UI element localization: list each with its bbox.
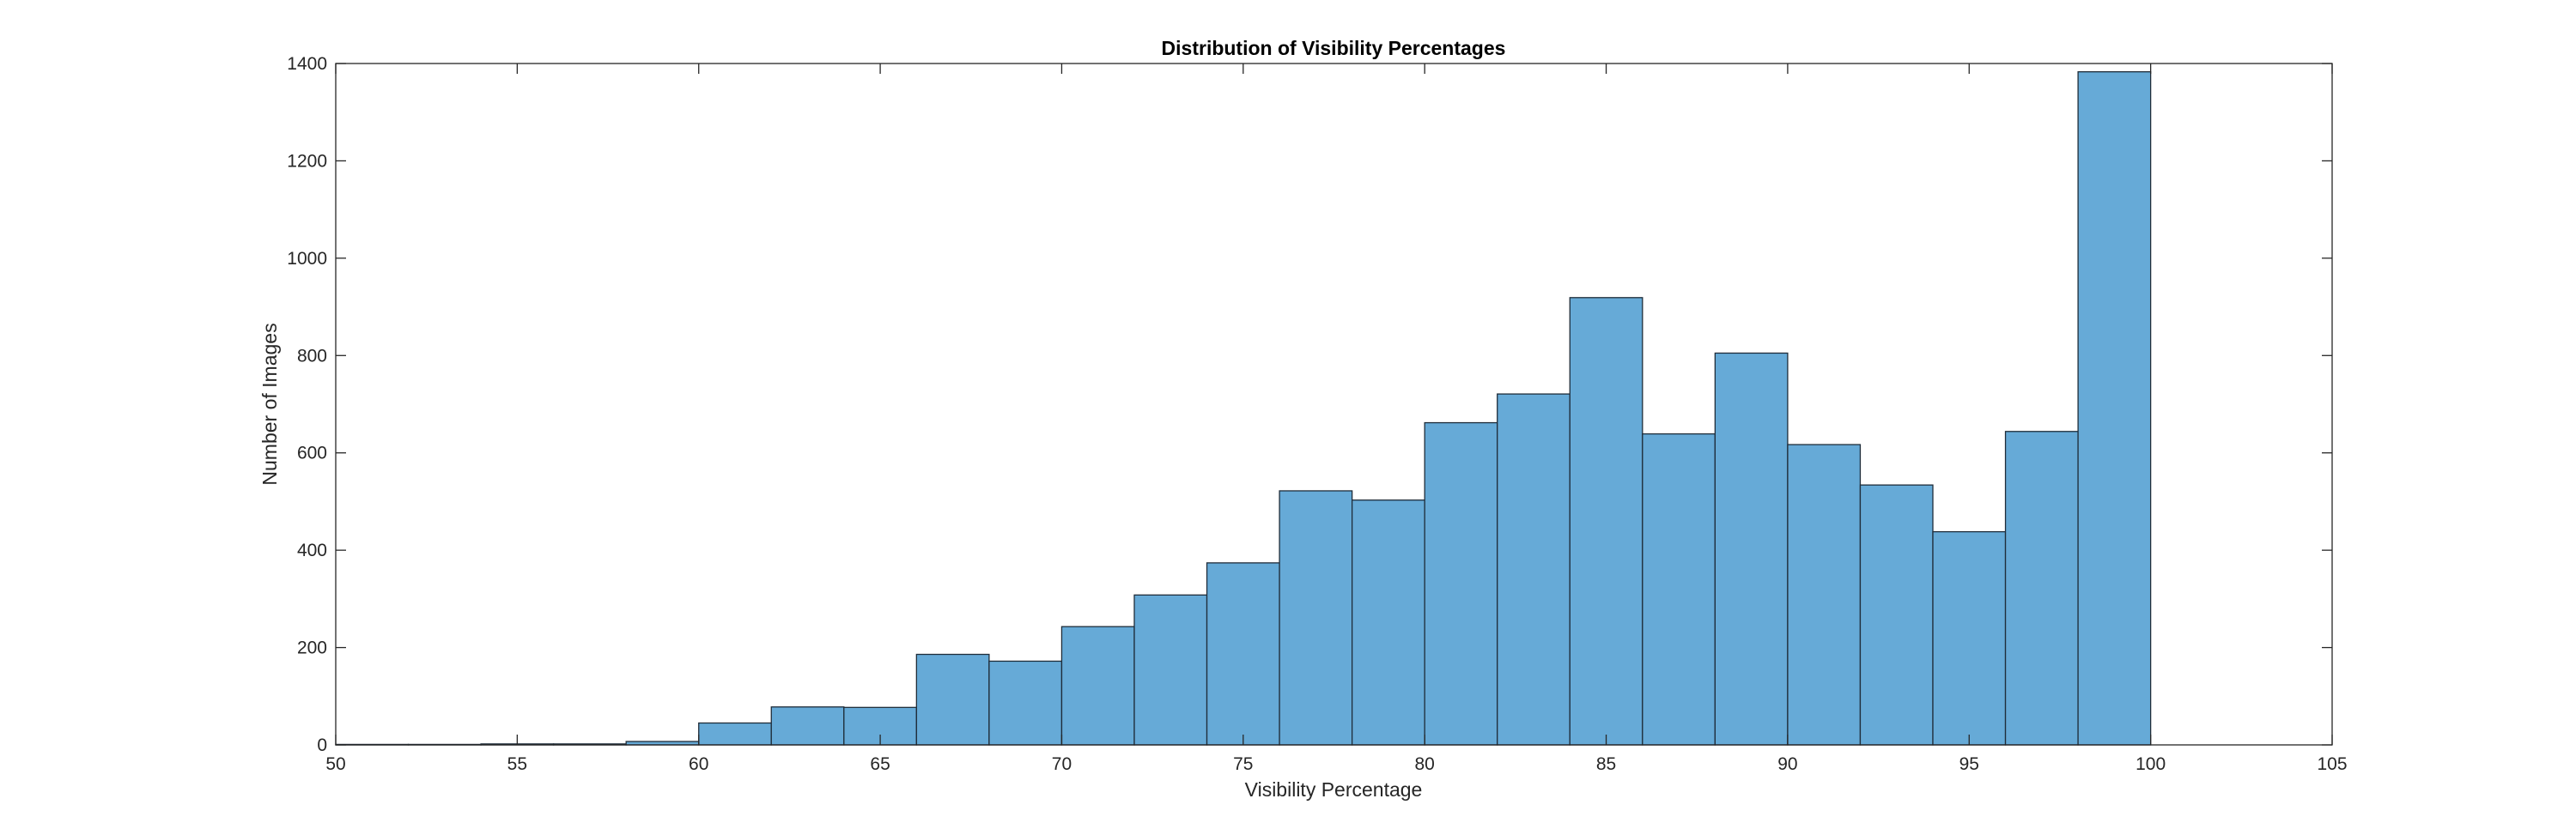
histogram-bar bbox=[1642, 433, 1716, 746]
histogram-bar bbox=[698, 722, 772, 746]
chart-title: Distribution of Visibility Percentages bbox=[1162, 37, 1506, 59]
bars-group bbox=[335, 70, 2152, 746]
x-tick-label: 95 bbox=[1959, 754, 1979, 774]
y-tick-labels: 0 200 400 600 800 1000 1200 1400 bbox=[287, 54, 327, 755]
y-tick-label: 200 bbox=[297, 638, 327, 658]
y-tick-label: 1200 bbox=[287, 151, 327, 171]
histogram-bar bbox=[988, 660, 1063, 746]
y-axis-label: Number of Images bbox=[258, 323, 281, 485]
histogram-bar bbox=[1279, 490, 1353, 746]
x-tick-label: 90 bbox=[1777, 754, 1797, 774]
x-tick-label: 105 bbox=[2317, 754, 2347, 774]
x-tick-label: 70 bbox=[1052, 754, 1072, 774]
y-tick-label: 1000 bbox=[287, 249, 327, 269]
x-axis-label: Visibility Percentage bbox=[1245, 778, 1423, 801]
y-tick-label: 0 bbox=[317, 735, 327, 755]
x-tick-label: 75 bbox=[1233, 754, 1253, 774]
x-tick-label: 65 bbox=[870, 754, 890, 774]
histogram-bar bbox=[1569, 297, 1643, 746]
histogram-bar bbox=[1932, 530, 2007, 746]
histogram-bar bbox=[1714, 352, 1789, 746]
histogram-bar bbox=[1351, 499, 1425, 746]
histogram-bar bbox=[770, 706, 845, 746]
histogram-bar bbox=[1424, 421, 1498, 746]
histogram-bar bbox=[1206, 562, 1280, 746]
x-tick-label: 60 bbox=[689, 754, 708, 774]
histogram-bar bbox=[1060, 626, 1135, 746]
histogram-bar bbox=[1133, 594, 1208, 746]
x-tick-label: 85 bbox=[1596, 754, 1616, 774]
y-tick-label: 1400 bbox=[287, 54, 327, 74]
histogram-bar bbox=[1859, 484, 1934, 746]
histogram-bar bbox=[2077, 70, 2152, 746]
histogram-bar bbox=[2004, 431, 2079, 746]
x-tick-label: 100 bbox=[2136, 754, 2166, 774]
plot-frame bbox=[335, 63, 2333, 746]
histogram-bar bbox=[915, 653, 990, 746]
x-tick-labels: 50 55 60 65 70 75 80 85 90 95 100 105 bbox=[325, 754, 2347, 774]
x-tick-label: 50 bbox=[325, 754, 345, 774]
y-tick-label: 800 bbox=[297, 346, 327, 366]
histogram-bar bbox=[1497, 393, 1571, 746]
x-tick-label: 80 bbox=[1415, 754, 1435, 774]
y-tick-label: 600 bbox=[297, 444, 327, 463]
x-tick-label: 55 bbox=[507, 754, 527, 774]
histogram-bar bbox=[1787, 444, 1862, 746]
y-tick-label: 400 bbox=[297, 541, 327, 560]
